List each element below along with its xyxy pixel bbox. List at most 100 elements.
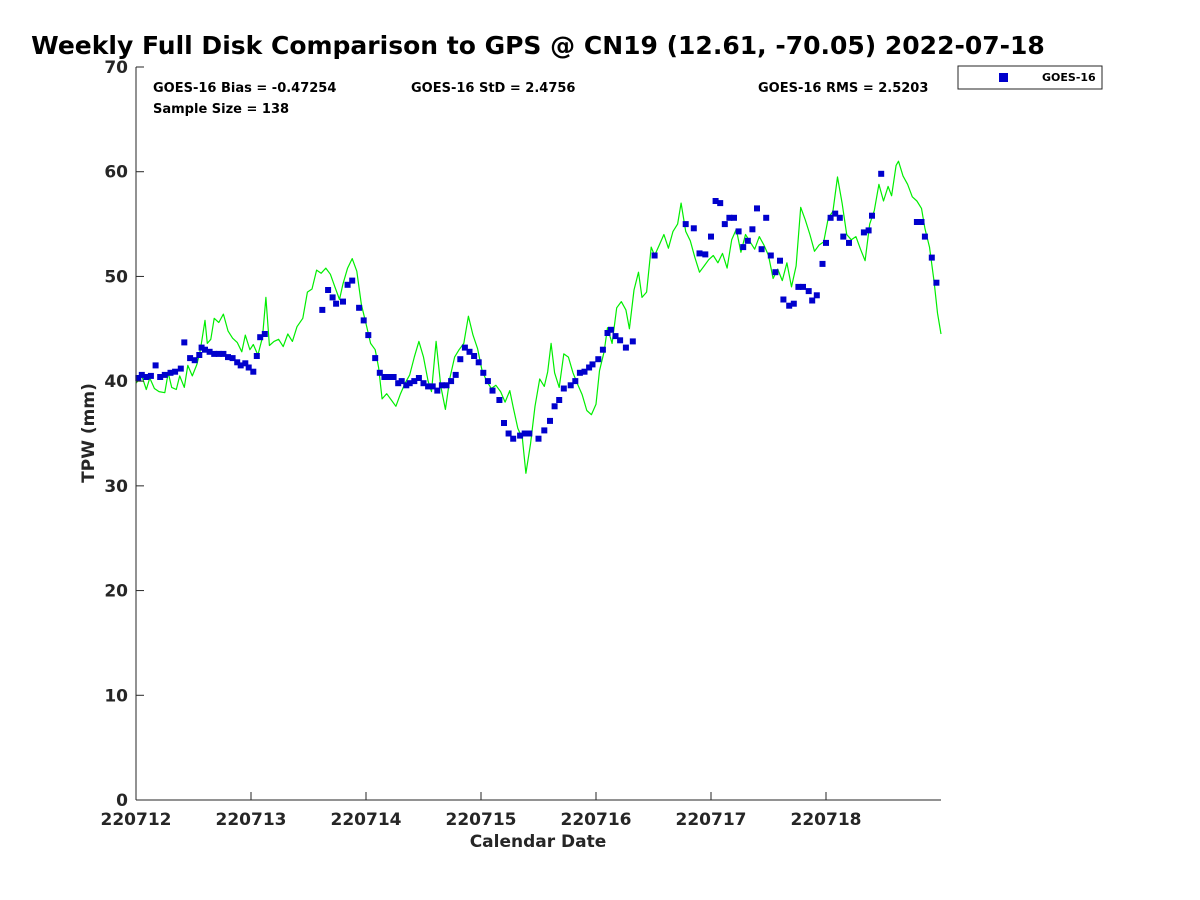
x-tick-label: 220712: [101, 810, 172, 830]
data-point-goes-16: [795, 283, 802, 290]
x-tick-label: 220714: [331, 810, 402, 830]
legend-box: [957, 65, 1103, 90]
data-point-goes-16: [242, 360, 249, 367]
data-point-goes-16: [581, 368, 588, 375]
data-point-goes-16: [344, 281, 351, 288]
plot-area: [135, 160, 942, 474]
data-point-goes-16: [237, 362, 244, 369]
data-point-goes-16: [786, 302, 793, 309]
data-point-goes-16: [261, 331, 268, 337]
data-point-goes-16: [682, 221, 689, 228]
data-point-goes-16: [767, 252, 774, 259]
data-point-goes-16: [521, 430, 528, 437]
data-point-goes-16: [167, 369, 174, 376]
data-point-goes-16: [933, 279, 940, 286]
data-point-goes-16: [586, 364, 593, 371]
data-point-goes-16: [484, 378, 491, 385]
legend-label-goes16: GOES-16: [1042, 71, 1096, 84]
x-tick-label: 220713: [216, 810, 287, 830]
data-point-goes-16: [425, 383, 432, 390]
data-point-goes-16: [608, 326, 614, 333]
data-point-goes-16: [505, 430, 512, 437]
data-point-goes-16: [726, 214, 733, 221]
data-point-goes-16: [429, 383, 436, 390]
data-point-goes-16: [452, 371, 459, 378]
data-point-goes-16: [143, 374, 150, 380]
data-point-goes-16: [913, 219, 920, 225]
data-point-goes-16: [740, 244, 747, 251]
data-point-goes-16: [541, 427, 548, 434]
data-point-goes-16: [245, 364, 252, 371]
x-axis: 220712 220713 220714 220715 220716 220717 2207…: [101, 792, 941, 830]
data-point-goes-16: [434, 387, 441, 394]
data-point-goes-16: [257, 334, 264, 341]
y-axis: 0 10 20 30 40 50 60 70: [104, 58, 144, 811]
data-point-goes-16: [172, 368, 179, 375]
data-point-goes-16: [589, 361, 596, 368]
data-point-goes-16: [832, 210, 839, 217]
y-tick-label: 10: [104, 686, 128, 706]
data-point-goes-16: [560, 385, 567, 392]
data-point-goes-16: [329, 294, 336, 301]
data-point-goes-16: [777, 257, 783, 264]
data-point-goes-16: [526, 430, 533, 437]
std-annotation: GOES-16 StD = 2.4756: [411, 81, 575, 96]
rms-annotation: GOES-16 RMS = 2.5203: [758, 81, 928, 96]
data-point-goes-16: [356, 304, 363, 311]
y-tick-label: 50: [104, 267, 128, 287]
data-point-goes-16: [860, 229, 867, 236]
data-point-goes-16: [604, 330, 611, 336]
data-point-goes-16: [827, 214, 834, 221]
data-point-goes-16: [599, 346, 606, 353]
data-point-goes-16: [220, 350, 227, 357]
data-point-goes-16: [253, 353, 260, 359]
data-point-goes-16: [758, 246, 765, 253]
x-tick-label: 220715: [446, 810, 517, 830]
data-point-goes-16: [448, 378, 455, 385]
data-point-goes-16: [517, 432, 524, 439]
data-point-goes-16: [702, 251, 709, 258]
y-tick-label: 40: [104, 372, 128, 392]
legend: GOES-16: [957, 65, 1103, 90]
data-point-goes-16: [572, 378, 579, 385]
data-point-goes-16: [415, 375, 422, 381]
data-point-goes-16: [921, 233, 928, 240]
data-point-goes-16: [466, 348, 473, 355]
data-point-goes-16: [878, 170, 885, 177]
data-point-goes-16: [365, 332, 372, 339]
data-point-goes-16: [457, 356, 464, 363]
data-point-goes-16: [196, 352, 203, 358]
y-tick-label: 60: [104, 163, 128, 183]
data-point-goes-16: [629, 338, 636, 345]
data-point-goes-16: [480, 369, 487, 376]
x-tick-label: 220717: [676, 810, 747, 830]
data-point-goes-16: [489, 387, 496, 394]
data-point-goes-16: [651, 252, 658, 259]
data-point-goes-16: [869, 212, 875, 219]
data-point-goes-16: [735, 228, 742, 235]
data-point-goes-16: [800, 283, 806, 290]
data-point-goes-16: [202, 346, 208, 353]
data-point-goes-16: [721, 221, 728, 228]
data-point-goes-16: [535, 435, 542, 442]
data-point-goes-16: [381, 374, 388, 380]
data-point-goes-16: [731, 214, 737, 221]
data-point-goes-16: [819, 260, 826, 267]
data-point-goes-16: [403, 382, 410, 389]
data-point-goes-16: [567, 382, 574, 389]
data-point-goes-16: [135, 375, 142, 381]
data-point-goes-16: [443, 382, 450, 389]
data-point-goes-16: [398, 378, 405, 385]
data-point-goes-16: [708, 233, 714, 240]
data-point-goes-16: [501, 420, 507, 426]
data-point-goes-16: [717, 200, 724, 207]
data-point-goes-16: [225, 354, 231, 361]
legend-marker-goes16: [999, 73, 1008, 82]
data-point-goes-16: [340, 298, 346, 305]
data-point-goes-16: [836, 214, 843, 221]
data-point-goes-16: [622, 344, 629, 351]
data-point-goes-16: [198, 344, 205, 351]
data-point-goes-16: [749, 226, 756, 233]
data-point-goes-16: [181, 339, 188, 346]
